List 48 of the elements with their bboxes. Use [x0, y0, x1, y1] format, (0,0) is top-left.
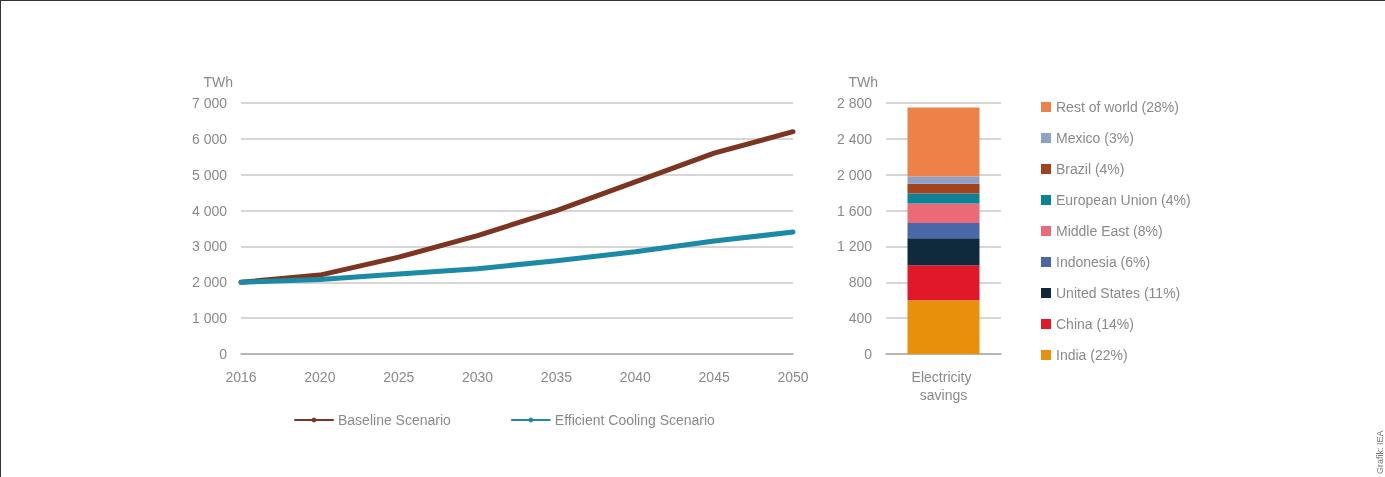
bar — [907, 265, 980, 301]
legend-label: Brazil (4%) — [1056, 161, 1125, 177]
x-tick-label: 2020 — [304, 369, 336, 385]
y-tick-label: 800 — [848, 274, 873, 291]
y-tick-label: 2 400 — [836, 130, 873, 147]
y-tick-label: 5 000 — [191, 166, 228, 183]
legend-label: India (22%) — [1056, 347, 1128, 363]
x-tick-label: Electricity savings — [911, 369, 976, 403]
legend-label: European Union (4%) — [1056, 192, 1191, 208]
y-tick-label: 1 200 — [836, 238, 873, 255]
x-tick-label: 2050 — [777, 369, 809, 385]
y-axis-title: TWh — [848, 74, 878, 90]
y-tick-label: 7 000 — [191, 95, 228, 111]
bar — [907, 238, 980, 266]
x-tick-label: 2030 — [461, 369, 494, 385]
bar — [907, 300, 980, 354]
y-tick-label: 1 000 — [191, 310, 228, 327]
x-tick-label: 2045 — [698, 369, 730, 385]
legend-label: China (14%) — [1056, 316, 1134, 332]
legend-label: Indonesia (6%) — [1056, 254, 1151, 270]
legend-label: Mexico (3%) — [1056, 130, 1134, 146]
legend-label: Efficient Cooling Scenario — [554, 412, 716, 428]
y-tick-label: 0 — [219, 346, 228, 362]
x-tick-label: 2016 — [225, 369, 257, 385]
bar — [907, 107, 980, 177]
legend-label: Baseline Scenario — [338, 412, 452, 428]
y-axis-title: TWh — [203, 74, 233, 90]
bar — [907, 183, 980, 194]
y-tick-label: 6 000 — [191, 130, 228, 147]
y-tick-label: 1 600 — [836, 202, 873, 219]
legend-label: United States (11%) — [1056, 285, 1181, 301]
bar — [907, 176, 980, 184]
y-tick-label: 3 000 — [191, 238, 228, 255]
y-tick-label: 2 000 — [836, 166, 873, 183]
y-tick-label: 2 000 — [191, 274, 228, 291]
bar — [907, 223, 980, 239]
y-tick-label: 2 800 — [836, 95, 873, 111]
text: Grafik: IEA — [1374, 430, 1385, 474]
x-tick-label: 2025 — [383, 369, 415, 385]
legend-label: Middle East (8%) — [1056, 223, 1163, 239]
y-tick-label: 4 000 — [191, 202, 228, 219]
x-tick-label: 2040 — [619, 369, 652, 385]
legend-label: Rest of world (28%) — [1056, 99, 1179, 115]
y-tick-label: 0 — [864, 346, 873, 362]
bar — [907, 203, 980, 224]
x-tick-label: 2035 — [540, 369, 573, 385]
bar — [907, 193, 980, 204]
y-tick-label: 400 — [848, 310, 873, 327]
